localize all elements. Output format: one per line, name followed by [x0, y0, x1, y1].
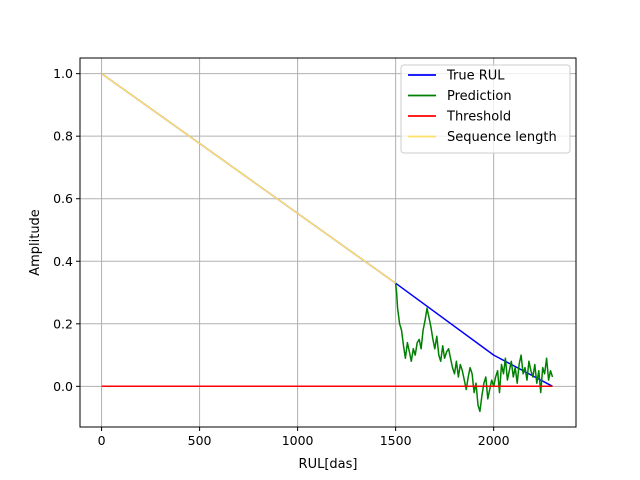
y-tick-label: 0.6: [53, 191, 73, 206]
y-tick-label: 0.4: [53, 254, 73, 269]
x-tick-label: 1500: [380, 433, 412, 448]
x-tick-label: 0: [98, 433, 106, 448]
series-layer: [101, 72, 554, 413]
y-tick-label: 0.2: [53, 316, 73, 331]
series-line-sequence-length: [101, 72, 397, 284]
y-axis-label: Amplitude: [28, 209, 43, 276]
x-tick-label: 1000: [282, 433, 314, 448]
axis-ticks: 0 500 1000 1500 2000 0.0 0.2 0.4 0.6 0.8 1.0: [53, 66, 510, 448]
y-tick-label: 0.0: [53, 379, 73, 394]
y-tick-label: 1.0: [53, 66, 73, 81]
legend-entry-label: True RUL: [446, 69, 505, 84]
legend-entry-label: Prediction: [447, 89, 512, 104]
x-tick-label: 500: [188, 433, 212, 448]
x-tick-label: 2000: [478, 433, 510, 448]
x-axis-label: RUL[das]: [299, 457, 358, 472]
series-line-prediction: [394, 283, 554, 413]
legend-entry-label: Threshold: [446, 110, 511, 125]
legend-entry-label: Sequence length: [447, 130, 557, 145]
plot-area-frame: [79, 57, 577, 428]
legend: True RUL Prediction Threshold Sequence leng…: [400, 64, 571, 154]
legend-box: [400, 64, 571, 154]
y-tick-label: 0.8: [53, 129, 73, 144]
